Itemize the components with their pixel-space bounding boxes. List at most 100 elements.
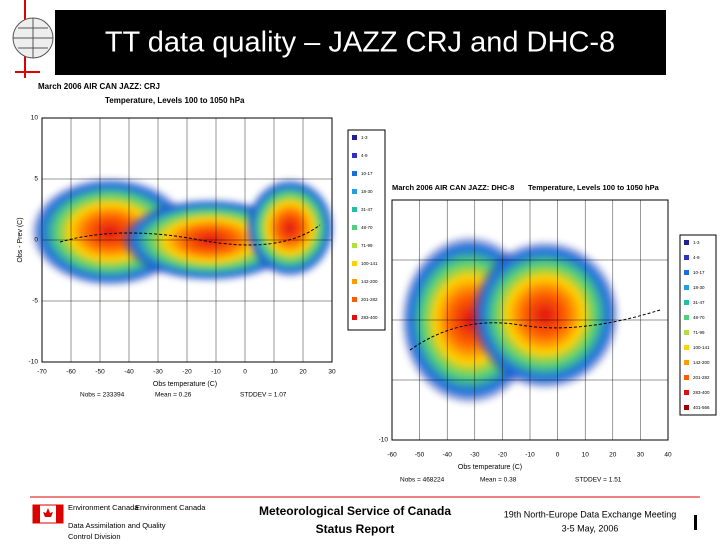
title-bar: [55, 10, 666, 75]
footer-bar: [694, 515, 697, 530]
legend-box: [679, 234, 717, 416]
footer-center: Status Report: [316, 522, 395, 536]
y-label: Obs - Prev (C): [17, 217, 24, 262]
globe-grid: [13, 18, 53, 58]
x-tick-label: -30: [153, 369, 163, 376]
legend-label: 283-400: [693, 390, 710, 395]
density-blob: [470, 240, 620, 390]
footer-right: 3-5 May, 2006: [562, 523, 619, 533]
legend-swatch: [352, 279, 357, 284]
flag-leaf: [43, 508, 53, 517]
legend-label: 4-9: [361, 153, 368, 158]
legend-swatch: [352, 297, 357, 302]
x-tick-label: 30: [328, 369, 336, 376]
y-tick-label: 5: [34, 176, 38, 183]
legend-swatch: [352, 225, 357, 230]
legend-label: 48-70: [361, 225, 373, 230]
legend-label: 201-282: [361, 297, 378, 302]
legend-label: 201-282: [693, 375, 710, 380]
flag-band: [33, 505, 40, 523]
x-tick-label: 0: [243, 369, 247, 376]
legend-label: 71-99: [361, 243, 373, 248]
x-tick-label: -20: [182, 369, 192, 376]
legend-swatch: [684, 375, 689, 380]
x-tick-label: 10: [582, 452, 590, 459]
legend-swatch: [684, 285, 689, 290]
density-blob: [245, 178, 335, 278]
legend-label: 1-3: [693, 240, 700, 245]
mean-curve: [409, 309, 661, 351]
legend-label: 31-47: [361, 207, 373, 212]
x-label: Obs temperature (C): [458, 464, 522, 471]
legend-label: 100-141: [361, 261, 378, 266]
x-tick-label: -40: [124, 369, 134, 376]
legend-swatch: [352, 261, 357, 266]
legend-label: 10-17: [693, 270, 705, 275]
stat: STDDEV = 1.51: [575, 477, 622, 484]
division: Control Division: [68, 532, 121, 540]
x-tick-label: -50: [95, 369, 105, 376]
legend-swatch: [684, 405, 689, 410]
legend-swatch: [352, 207, 357, 212]
plot-title: March 2006 AIR CAN JAZZ: CRJ: [38, 82, 160, 91]
x-tick-label: -60: [387, 452, 397, 459]
x-tick-label: -50: [415, 452, 425, 459]
org: Environment Canada: [135, 503, 206, 512]
x-tick-label: 20: [299, 369, 307, 376]
footer-center: Meteorological Service of Canada: [259, 504, 451, 518]
y-tick-label: 10: [31, 115, 39, 122]
plot-subtitle: Temperature, Levels 100 to 1050 hPa: [105, 96, 245, 105]
org: Environment Canada: [68, 503, 139, 512]
legend-label: 48-70: [693, 315, 705, 320]
x-tick-label: 10: [270, 369, 278, 376]
x-tick-label: -10: [525, 452, 535, 459]
legend-label: 18-30: [361, 189, 373, 194]
division: Data Assimilation and Quality: [68, 521, 166, 530]
stat: Nobs = 233394: [80, 392, 125, 399]
x-tick-label: 40: [664, 452, 672, 459]
x-tick-label: -20: [498, 452, 508, 459]
legend-swatch: [684, 255, 689, 260]
x-tick-label: -40: [442, 452, 452, 459]
legend-swatch: [684, 330, 689, 335]
legend-label: 31-47: [693, 300, 705, 305]
legend-swatch: [352, 315, 357, 320]
plot-title: March 2006 AIR CAN JAZZ: DHC-8: [392, 183, 514, 192]
legend-swatch: [684, 390, 689, 395]
y-tick-label: 0: [34, 237, 38, 244]
legend-label: 4-9: [693, 255, 700, 260]
y-tick-label: -10: [379, 437, 389, 444]
x-tick-label: -70: [37, 369, 47, 376]
x-tick-label: -60: [66, 369, 76, 376]
x-tick-label: 20: [609, 452, 617, 459]
legend-label: 1-3: [361, 135, 368, 140]
x-tick-label: 0: [556, 452, 560, 459]
legend-label: 71-99: [693, 330, 705, 335]
legend-swatch: [352, 243, 357, 248]
legend-swatch: [684, 315, 689, 320]
legend-label: 10-17: [361, 171, 373, 176]
x-tick-label: -10: [211, 369, 221, 376]
slide-title: TT data quality – JAZZ CRJ and DHC-8: [105, 27, 615, 59]
legend-label: 100-141: [693, 345, 710, 350]
legend-swatch: [352, 153, 357, 158]
legend-swatch: [684, 360, 689, 365]
stat: STDDEV = 1.07: [240, 392, 287, 399]
legend-swatch: [684, 345, 689, 350]
legend-swatch: [352, 171, 357, 176]
y-tick-label: -10: [29, 359, 39, 366]
stat: Mean = 0.38: [480, 477, 517, 484]
legend-label: 283-400: [361, 315, 378, 320]
x-tick-label: 30: [637, 452, 645, 459]
x-label: Obs temperature (C): [153, 381, 217, 388]
y-tick-label: -5: [32, 298, 38, 305]
legend-label: 142-200: [693, 360, 710, 365]
legend-swatch: [352, 135, 357, 140]
legend-swatch: [684, 270, 689, 275]
plot-subtitle: Temperature, Levels 100 to 1050 hPa: [528, 183, 660, 192]
legend-swatch: [684, 300, 689, 305]
flag-band: [56, 505, 63, 523]
legend-swatch: [352, 189, 357, 194]
legend-label: 401-566: [693, 405, 710, 410]
